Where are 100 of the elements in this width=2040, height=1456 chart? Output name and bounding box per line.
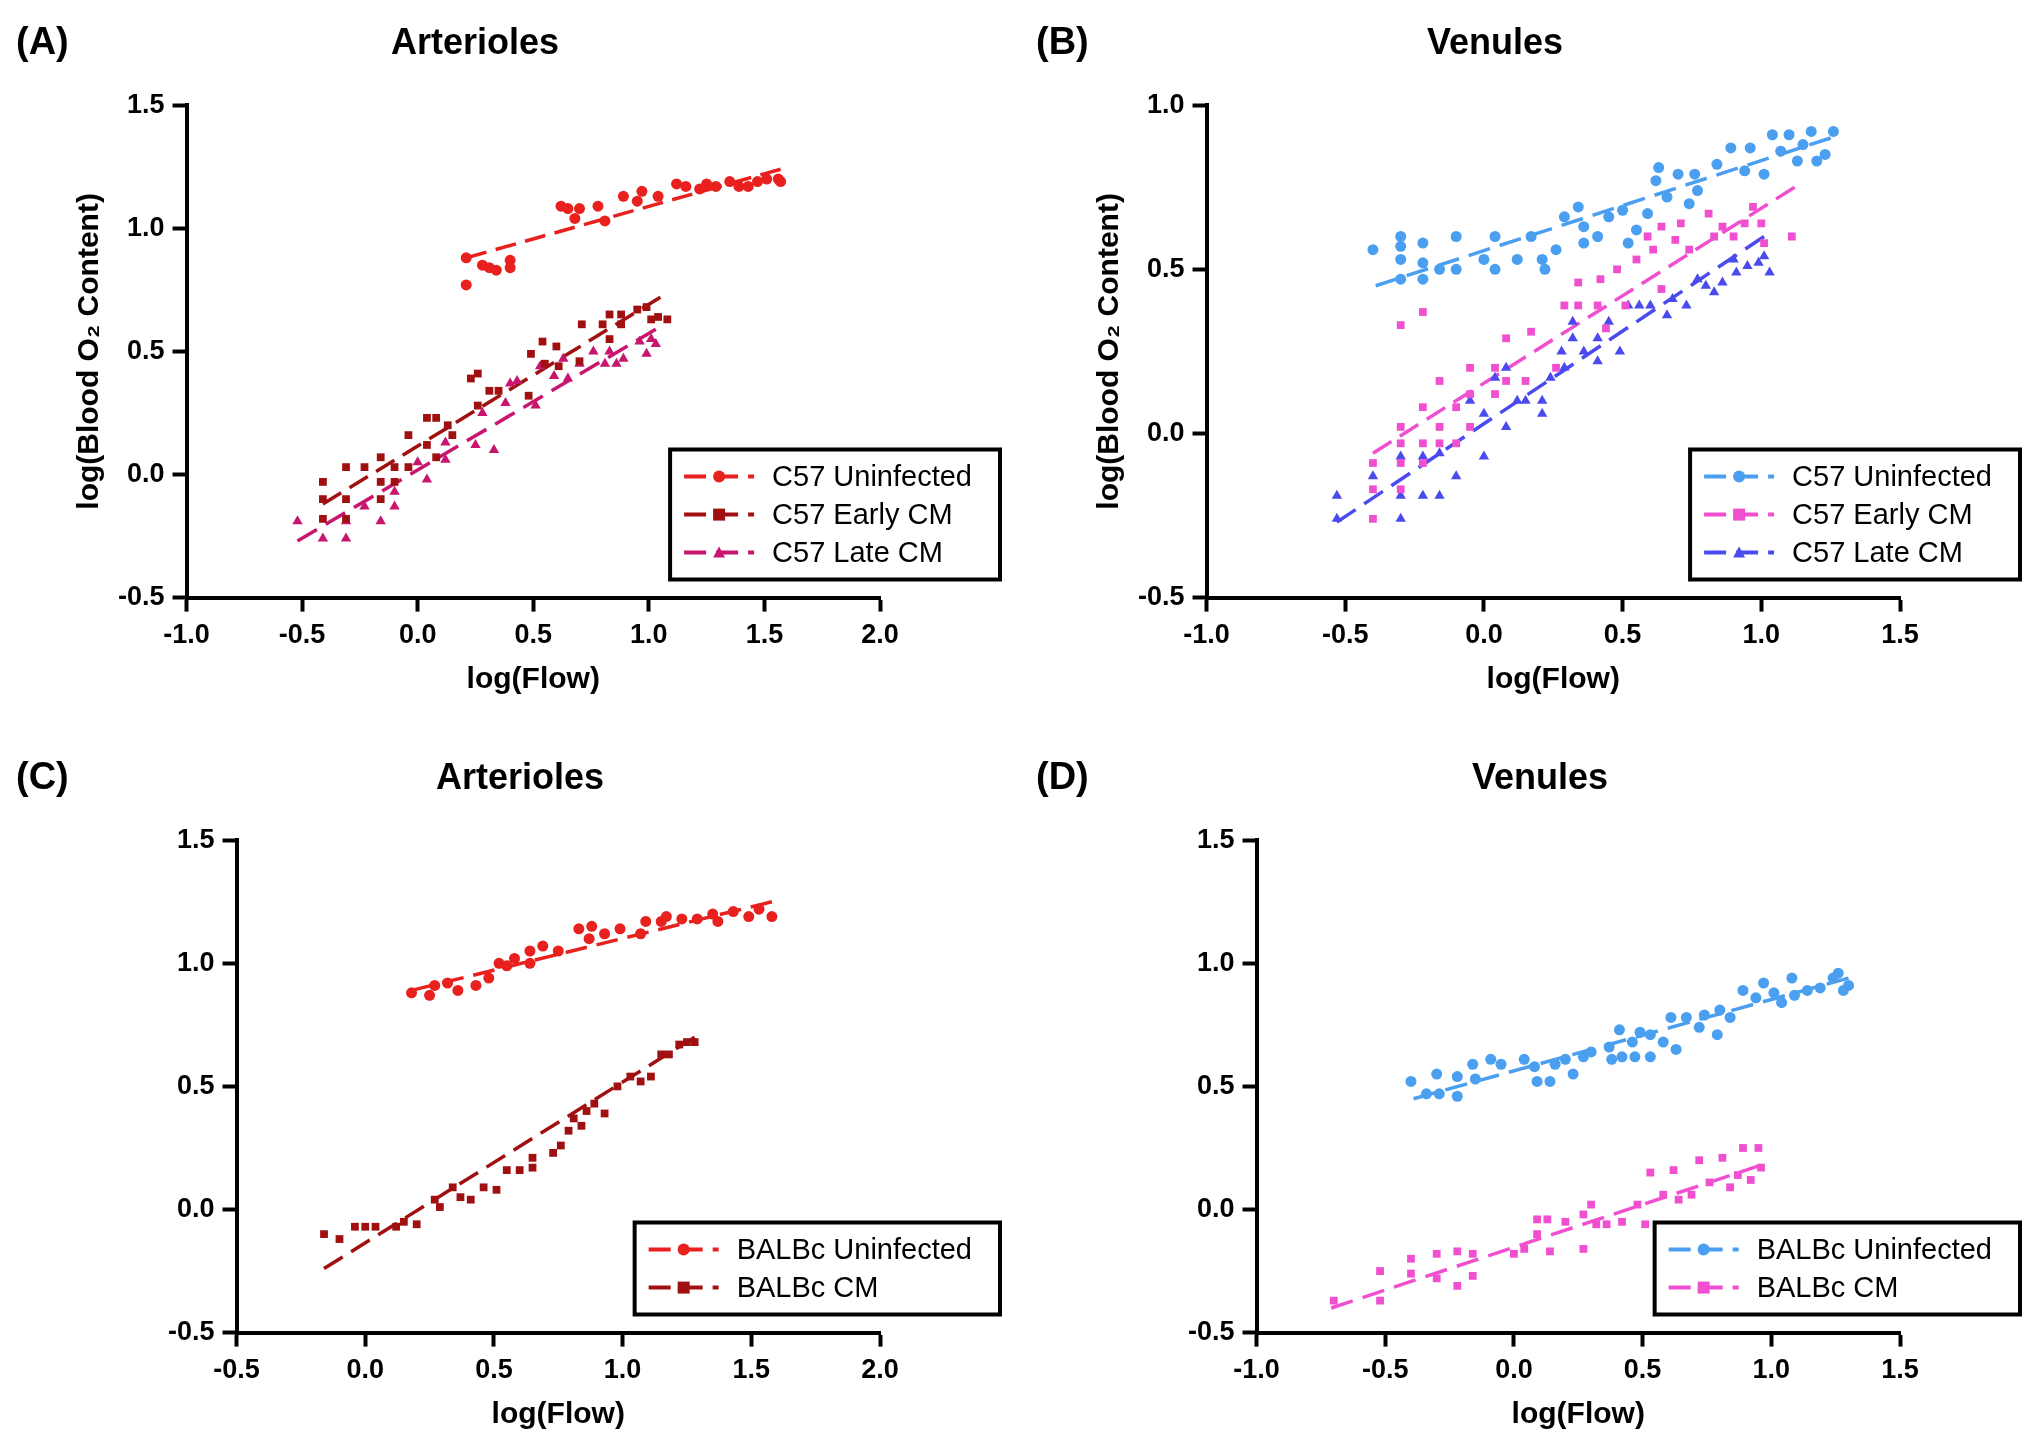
point [1596, 275, 1605, 284]
legend-label: BALBc CM [736, 1270, 879, 1303]
point [1491, 390, 1499, 398]
x-tick-label: 2.0 [861, 619, 899, 650]
point [479, 1183, 488, 1192]
point [577, 320, 586, 329]
point [1593, 301, 1602, 310]
point [1396, 423, 1405, 431]
point [1644, 1051, 1656, 1063]
point [1758, 977, 1770, 989]
point [1539, 263, 1551, 275]
point [1376, 1267, 1384, 1275]
point [1669, 1166, 1678, 1174]
point [1587, 1200, 1596, 1209]
point [1775, 145, 1787, 157]
point [1689, 168, 1701, 180]
point [554, 362, 563, 371]
x-tick-label: -0.5 [213, 1354, 260, 1385]
point [1466, 363, 1474, 372]
point [1665, 1011, 1677, 1023]
y-tick-label: -0.5 [167, 1316, 215, 1347]
point [583, 933, 595, 945]
x-tick-label: 0.0 [398, 619, 437, 650]
point [430, 1195, 439, 1204]
point [1432, 1274, 1441, 1283]
point [1708, 286, 1720, 296]
x-tick-label: -0.5 [1361, 1354, 1409, 1385]
point [1550, 244, 1562, 256]
point [1746, 1176, 1755, 1184]
point [1435, 423, 1444, 431]
point [390, 463, 399, 471]
point [1603, 315, 1614, 325]
point [1791, 155, 1803, 167]
point [1559, 1053, 1571, 1065]
point [1395, 253, 1407, 265]
point [1592, 332, 1603, 342]
point [483, 972, 495, 984]
point [1698, 1009, 1710, 1021]
legend-label: C57 Uninfected [772, 459, 973, 492]
point [320, 1230, 328, 1239]
point [1629, 1051, 1641, 1063]
point [1419, 459, 1427, 467]
text: (A) [16, 20, 69, 63]
point [351, 1222, 359, 1231]
x-tick-label: 1.5 [1881, 619, 1919, 650]
x-axis-title: log(Flow) [491, 1396, 625, 1430]
point [1511, 253, 1523, 265]
point [1602, 1220, 1611, 1229]
point [665, 1050, 673, 1059]
point [676, 913, 688, 925]
point [1764, 266, 1775, 276]
point [1843, 979, 1855, 991]
x-tick-label: -1.0 [163, 619, 210, 650]
point [524, 945, 536, 957]
y-tick-label: 1.0 [126, 211, 165, 242]
point [604, 345, 615, 355]
point [1616, 1051, 1628, 1063]
point [1467, 1058, 1479, 1070]
y-tick-label: 0.5 [176, 1069, 215, 1100]
point [599, 357, 611, 367]
point [443, 421, 452, 430]
point [562, 372, 574, 382]
point [1725, 142, 1737, 154]
point [1452, 439, 1461, 448]
point [1417, 489, 1429, 499]
y-tick-label: 1.0 [1146, 88, 1185, 119]
point [577, 1121, 586, 1130]
point [1451, 1090, 1463, 1102]
x-tick-label: 0.5 [1623, 1354, 1662, 1385]
point [1797, 139, 1809, 151]
point [1450, 231, 1462, 243]
x-tick-label: -0.5 [278, 619, 326, 650]
point [477, 406, 488, 416]
point [1622, 237, 1634, 249]
x-tick-label: 0.5 [475, 1354, 513, 1385]
point [1450, 470, 1462, 480]
y-tick-label: 0.0 [1196, 1192, 1235, 1223]
point [473, 401, 482, 410]
point [1718, 1153, 1727, 1162]
point [1661, 191, 1673, 203]
point [1614, 345, 1626, 355]
point [1753, 256, 1764, 266]
point [1405, 1075, 1417, 1087]
point [1529, 1061, 1541, 1073]
point [751, 176, 763, 188]
x-tick-label: 0.5 [514, 619, 553, 650]
point [1331, 489, 1343, 499]
y-tick-label: 0.0 [126, 457, 165, 488]
point [1450, 263, 1462, 275]
point [319, 514, 327, 523]
y-tick-label: 1.0 [1196, 946, 1235, 977]
point [335, 1235, 344, 1243]
point [1435, 377, 1444, 385]
point [360, 463, 369, 471]
point [466, 1195, 475, 1204]
legend-label: C57 Early CM [1792, 497, 1973, 530]
point [680, 180, 692, 192]
point [1451, 1071, 1463, 1083]
point [654, 313, 662, 321]
point [650, 338, 661, 348]
